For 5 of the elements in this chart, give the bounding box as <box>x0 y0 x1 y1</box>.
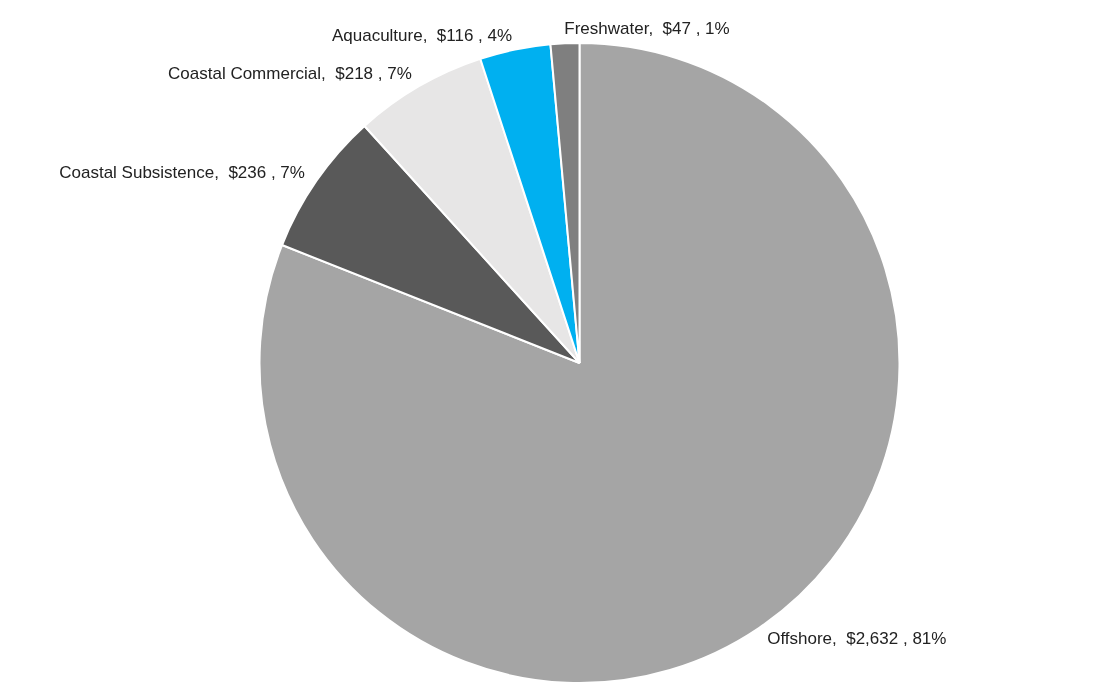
slice-label: Freshwater, $47 , 1% <box>564 19 730 39</box>
slice-label: Aquaculture, $116 , 4% <box>331 25 513 45</box>
slice-label: Offshore, $2,632 , 81% <box>767 628 947 648</box>
slice-label: Coastal Commercial, $218 , 7% <box>168 63 412 83</box>
slice-label: Coastal Subsistence, $236 , 7% <box>59 162 305 182</box>
